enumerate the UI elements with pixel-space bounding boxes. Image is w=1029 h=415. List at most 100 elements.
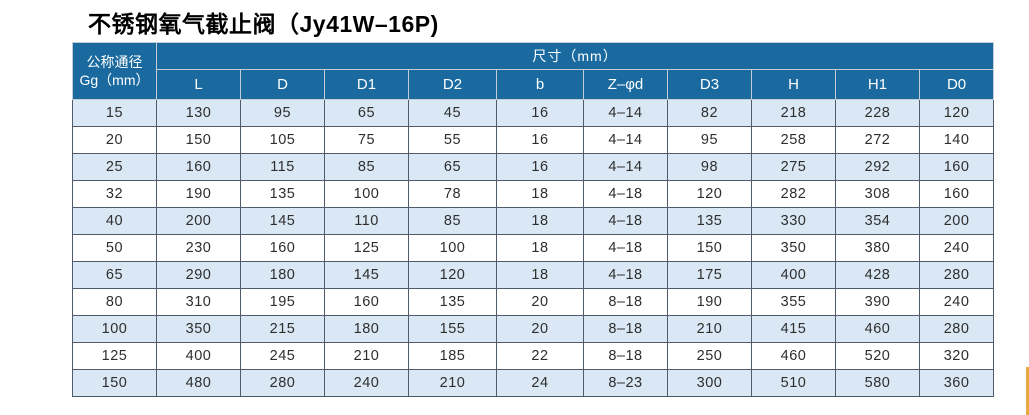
- cell: 20: [72, 126, 157, 154]
- cell: 180: [240, 261, 325, 289]
- cell: 135: [408, 288, 497, 316]
- cell: 125: [72, 342, 157, 370]
- column-header-l: L: [156, 69, 241, 100]
- cell: 135: [240, 180, 325, 208]
- cell: 228: [835, 99, 920, 127]
- cell: 18: [496, 234, 584, 262]
- cell: 95: [240, 99, 325, 127]
- cell: 460: [835, 315, 920, 343]
- cell: 245: [240, 342, 325, 370]
- cell: 145: [324, 261, 409, 289]
- column-header-d3: D3: [667, 69, 752, 100]
- cell: 280: [240, 369, 325, 397]
- column-header-d: D: [240, 69, 325, 100]
- cell: 24: [496, 369, 584, 397]
- cell: 230: [156, 234, 241, 262]
- cell: 390: [835, 288, 920, 316]
- cell: 210: [408, 369, 497, 397]
- cell: 200: [156, 207, 241, 235]
- cell: 135: [667, 207, 752, 235]
- cell: 78: [408, 180, 497, 208]
- cell: 310: [156, 288, 241, 316]
- cell: 40: [72, 207, 157, 235]
- table-body: 15 130 95 65 45 16 4–14 82 218 228 120 20 150 105 75 55…: [72, 99, 995, 397]
- cell: 80: [72, 288, 157, 316]
- cell: 272: [835, 126, 920, 154]
- cell: 16: [496, 126, 584, 154]
- table-row: 32 190 135 100 78 18 4–18 120 282 308 160: [72, 180, 995, 208]
- table-row: 25 160 115 85 65 16 4–14 98 275 292 160: [72, 153, 995, 181]
- cell: 8–18: [583, 315, 668, 343]
- cell: 32: [72, 180, 157, 208]
- cell: 105: [240, 126, 325, 154]
- cell: 160: [324, 288, 409, 316]
- cell: 85: [408, 207, 497, 235]
- cell: 258: [751, 126, 836, 154]
- cell: 215: [240, 315, 325, 343]
- cell: 45: [408, 99, 497, 127]
- cell: 185: [408, 342, 497, 370]
- cell: 100: [408, 234, 497, 262]
- cell: 200: [918, 207, 995, 235]
- cell: 510: [751, 369, 836, 397]
- cell: 175: [667, 261, 752, 289]
- cell: 8–23: [583, 369, 668, 397]
- table-row: 125 400 245 210 185 22 8–18 250 460 520 320: [72, 342, 995, 370]
- cell: 22: [496, 342, 584, 370]
- cell: 520: [835, 342, 920, 370]
- cell: 20: [496, 315, 584, 343]
- cell: 428: [835, 261, 920, 289]
- cell: 145: [240, 207, 325, 235]
- cell: 160: [156, 153, 241, 181]
- cell: 140: [918, 126, 995, 154]
- table-row: 150 480 280 240 210 24 8–23 300 510 580 360: [72, 369, 995, 397]
- cell: 100: [324, 180, 409, 208]
- cell: 218: [751, 99, 836, 127]
- page-edge-accent-bar: [1026, 367, 1029, 415]
- cell: 250: [667, 342, 752, 370]
- valve-dimension-table: 公称通径 Gg（mm） 尺寸（mm） L D D1 D2 b Z–φd D3 H H1 D0 15…: [72, 42, 995, 397]
- cell: 400: [751, 261, 836, 289]
- cell: 195: [240, 288, 325, 316]
- header-row-columns: L D D1 D2 b Z–φd D3 H H1 D0: [73, 69, 995, 100]
- size-mm-header: 尺寸（mm）: [155, 42, 995, 70]
- header-row-top: 公称通径 Gg（mm） 尺寸（mm）: [72, 42, 995, 100]
- cell: 65: [72, 261, 157, 289]
- table-row: 20 150 105 75 55 16 4–14 95 258 272 140: [72, 126, 995, 154]
- cell: 350: [156, 315, 241, 343]
- cell: 20: [496, 288, 584, 316]
- cell: 100: [72, 315, 157, 343]
- nominal-diameter-header: 公称通径 Gg（mm）: [72, 42, 157, 100]
- cell: 18: [496, 207, 584, 235]
- cell: 18: [496, 180, 584, 208]
- cell: 4–14: [583, 126, 668, 154]
- table-row: 15 130 95 65 45 16 4–14 82 218 228 120: [72, 99, 995, 127]
- column-header-zd: Z–φd: [583, 69, 668, 100]
- cell: 280: [918, 261, 995, 289]
- column-header-b: b: [496, 69, 584, 100]
- cell: 150: [667, 234, 752, 262]
- cell: 65: [408, 153, 497, 181]
- cell: 380: [835, 234, 920, 262]
- cell: 120: [408, 261, 497, 289]
- cell: 160: [240, 234, 325, 262]
- cell: 65: [324, 99, 409, 127]
- cell: 4–14: [583, 99, 668, 127]
- cell: 16: [496, 153, 584, 181]
- cell: 580: [835, 369, 920, 397]
- cell: 210: [667, 315, 752, 343]
- cell: 240: [918, 234, 995, 262]
- cell: 4–18: [583, 234, 668, 262]
- cell: 350: [751, 234, 836, 262]
- table-header: 公称通径 Gg（mm） 尺寸（mm） L D D1 D2 b Z–φd D3 H H1 D0: [72, 42, 995, 100]
- cell: 360: [918, 369, 995, 397]
- cell: 85: [324, 153, 409, 181]
- column-header-d0: D0: [918, 69, 995, 100]
- cell: 95: [667, 126, 752, 154]
- cell: 400: [156, 342, 241, 370]
- cell: 110: [324, 207, 409, 235]
- cell: 190: [156, 180, 241, 208]
- cell: 120: [667, 180, 752, 208]
- column-header-h1: H1: [835, 69, 920, 100]
